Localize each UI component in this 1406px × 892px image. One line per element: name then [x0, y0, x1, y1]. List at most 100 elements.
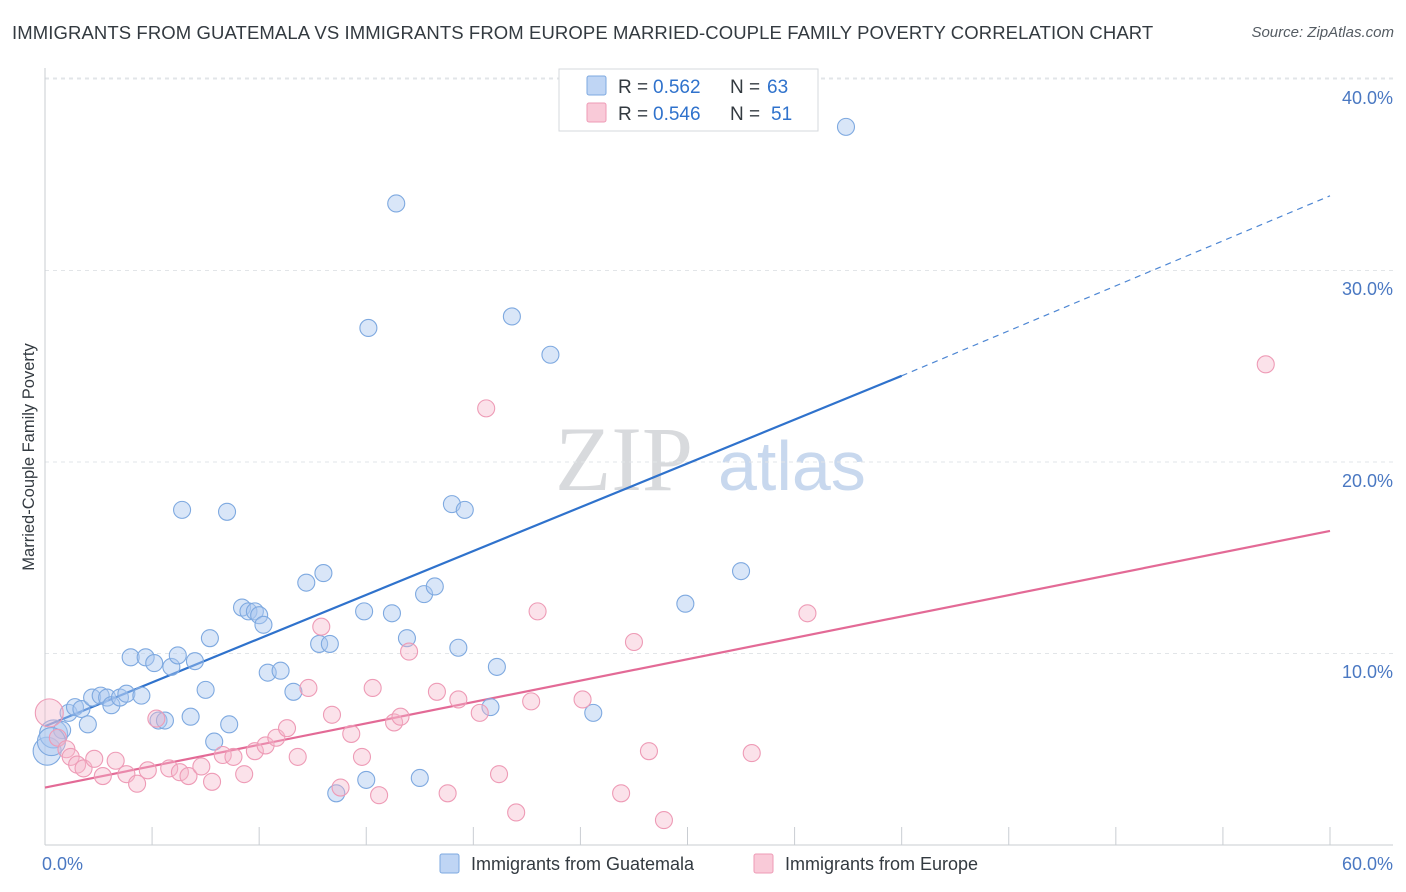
point-guatemala-26: [220, 715, 239, 734]
legend-swatch-europe: [586, 102, 607, 123]
y-tick-label-40: 40.0%: [1342, 88, 1393, 108]
bottom-legend: Immigrants from Guatemala Immigrants fro…: [439, 853, 978, 874]
legend-n-value-europe: 51: [771, 104, 792, 125]
trendline-guatemala-extension: [901, 195, 1331, 377]
legend-r-label-europe: R =: [618, 104, 648, 125]
point-europe-21: [245, 742, 264, 761]
point-europe-15: [179, 767, 198, 786]
point-guatemala-46: [410, 768, 429, 788]
point-europe-33: [370, 786, 389, 805]
point-europe-40: [470, 703, 489, 722]
point-guatemala-33: [254, 615, 273, 634]
point-europe-13: [160, 759, 179, 778]
point-guatemala-44: [382, 604, 402, 623]
point-europe-47: [612, 784, 631, 803]
legend: R = 0.562 N = 63 R = 0.546 N = 51: [558, 68, 819, 132]
point-guatemala-6: [78, 715, 97, 734]
point-europe-53: [1256, 355, 1275, 374]
point-guatemala-22: [185, 652, 204, 671]
bottom-legend-swatch-europe: [753, 853, 774, 874]
point-guatemala-24: [200, 629, 219, 648]
trendline-guatemala: [44, 374, 903, 728]
point-guatemala-37: [297, 573, 316, 592]
point-europe-51: [742, 744, 761, 763]
point-europe-10: [128, 774, 147, 793]
point-guatemala-14: [121, 648, 140, 667]
x-tick-label-max: 60.0%: [1342, 854, 1393, 874]
point-guatemala-52: [455, 500, 474, 519]
point-europe-32: [363, 678, 382, 698]
point-europe-41: [477, 399, 496, 418]
point-europe-3: [61, 747, 80, 766]
point-europe-16: [192, 757, 211, 776]
point-guatemala-19: [162, 657, 181, 676]
point-europe-43: [507, 803, 526, 822]
point-guatemala-50: [387, 194, 406, 213]
point-guatemala-60: [731, 562, 751, 581]
point-guatemala-23: [196, 680, 215, 699]
point-europe-30: [342, 724, 361, 743]
point-europe-26: [299, 678, 318, 698]
point-guatemala-55: [487, 657, 506, 676]
watermark-atlas: atlas: [718, 427, 866, 505]
y-axis-label: Married-Couple Family Poverty: [20, 343, 38, 571]
legend-r-label-guatemala: R =: [618, 77, 648, 98]
point-guatemala-36: [284, 682, 303, 701]
point-europe-39: [449, 690, 468, 709]
y-tick-label-10: 10.0%: [1342, 662, 1393, 682]
axes-layer: [44, 68, 1393, 846]
point-guatemala-48: [425, 577, 444, 596]
point-guatemala-25: [205, 732, 224, 751]
point-guatemala-58: [584, 703, 603, 722]
point-guatemala-35: [271, 661, 290, 680]
point-europe-0: [34, 698, 64, 728]
point-europe-38: [438, 784, 457, 803]
point-guatemala-12: [117, 684, 136, 703]
legend-swatch-guatemala: [586, 75, 607, 96]
point-europe-27: [312, 617, 331, 636]
point-guatemala-13: [132, 686, 151, 705]
point-guatemala-57: [541, 345, 560, 364]
point-europe-24: [277, 719, 297, 738]
point-europe-25: [288, 747, 307, 766]
point-europe-31: [352, 747, 372, 766]
watermark-zip: ZIP: [555, 408, 693, 510]
point-europe-35: [391, 707, 410, 726]
point-europe-8: [106, 751, 125, 770]
point-guatemala-4: [65, 698, 85, 717]
point-guatemala-45: [397, 629, 416, 648]
point-guatemala-32: [250, 606, 269, 625]
point-guatemala-61: [836, 117, 856, 136]
trendline-europe: [44, 529, 1331, 789]
point-europe-52: [798, 604, 817, 623]
point-guatemala-59: [676, 594, 695, 613]
legend-n-label-guatemala: N =: [730, 77, 760, 98]
point-guatemala-41: [355, 602, 374, 621]
x-tick-label-min: 0.0%: [42, 854, 83, 874]
point-europe-50: [654, 811, 673, 830]
y-tick-label-20: 20.0%: [1342, 471, 1393, 491]
point-guatemala-53: [449, 638, 468, 657]
point-europe-45: [528, 602, 547, 621]
point-europe-49: [639, 742, 659, 761]
points-layer: [32, 117, 1275, 830]
point-europe-28: [322, 705, 342, 724]
point-europe-44: [522, 692, 541, 711]
point-guatemala-21: [181, 707, 200, 726]
point-europe-48: [624, 632, 644, 652]
point-europe-17: [203, 772, 222, 791]
point-guatemala-27: [173, 500, 192, 519]
point-europe-14: [170, 763, 189, 782]
point-guatemala-40: [314, 564, 333, 583]
bottom-legend-label-europe: Immigrants from Europe: [785, 854, 978, 874]
point-europe-37: [427, 682, 446, 701]
point-europe-6: [85, 749, 104, 768]
trend-layer: [44, 195, 1331, 789]
y-tick-label-30: 30.0%: [1342, 279, 1393, 299]
legend-r-value-europe: 0.546: [653, 104, 701, 125]
point-europe-19: [224, 747, 243, 766]
bottom-legend-swatch-guatemala: [439, 853, 460, 874]
point-europe-20: [235, 765, 254, 784]
legend-r-value-guatemala: 0.562: [653, 77, 701, 98]
legend-n-value-guatemala: 63: [767, 77, 788, 98]
